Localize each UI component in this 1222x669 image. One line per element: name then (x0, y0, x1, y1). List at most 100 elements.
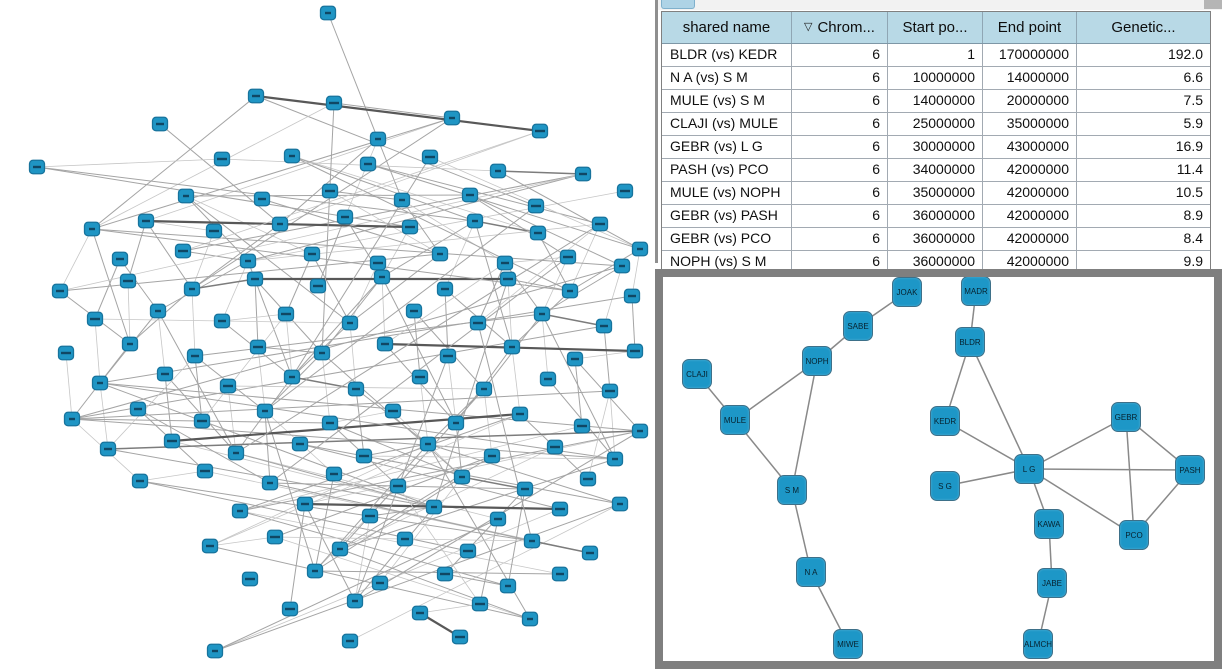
detail-edge[interactable] (1028, 468, 1191, 471)
overview-edge (145, 220, 215, 232)
table-cell[interactable]: 6.6 (1183, 69, 1203, 85)
table-cell[interactable]: 30000000 (888, 136, 983, 158)
detail-edge[interactable] (1028, 468, 1135, 536)
detail-node-kedr[interactable]: KEDR (930, 406, 960, 436)
column-header-genetic[interactable]: Genetic... (1077, 12, 1210, 43)
scrollbar-thumb-fragment[interactable] (661, 0, 695, 9)
overview-node-label (577, 424, 587, 428)
network-overview-pane[interactable] (0, 0, 655, 669)
table-row[interactable]: GEBR (vs) PCO 6 36000000 42000000 8.4 (662, 228, 1210, 251)
table-cell[interactable]: MULE (vs) NOPH (662, 182, 792, 204)
detail-edge[interactable] (791, 360, 818, 491)
table-cell[interactable]: 42000000 (983, 228, 1077, 250)
detail-node-jabe[interactable]: JABE (1037, 568, 1067, 598)
table-cell[interactable]: 42000000 (983, 159, 1077, 181)
table-cell[interactable]: 6 (792, 182, 888, 204)
table-cell[interactable]: GEBR (vs) PCO (662, 228, 792, 250)
table-cell[interactable]: 42000000 (983, 251, 1077, 273)
detail-node-miwe[interactable]: MIWE (833, 629, 863, 659)
detail-node-noph[interactable]: NOPH (802, 346, 832, 376)
detail-node-mule[interactable]: MULE (720, 405, 750, 435)
table-cell[interactable]: 35000000 (983, 113, 1077, 135)
table-cell[interactable]: MULE (vs) S M (662, 90, 792, 112)
table-cell[interactable]: 35000000 (888, 182, 983, 204)
table-cell[interactable]: GEBR (vs) L G (662, 136, 792, 158)
table-cell[interactable]: 6 (792, 67, 888, 89)
detail-node-s-m[interactable]: S M (777, 475, 807, 505)
table-cell[interactable]: 6 (792, 136, 888, 158)
table-cell[interactable]: 170000000 (983, 44, 1077, 66)
table-row[interactable]: CLAJI (vs) MULE 6 25000000 35000000 5.9 (662, 113, 1210, 136)
table-cell[interactable]: 10.5 (1175, 184, 1203, 200)
scrollbar-corner-fragment[interactable] (1204, 0, 1222, 9)
table-row[interactable]: PASH (vs) PCO 6 34000000 42000000 11.4 (662, 159, 1210, 182)
sort-descending-icon[interactable]: ▽ (804, 21, 813, 33)
detail-node-sabe[interactable]: SABE (843, 311, 873, 341)
detail-node-joak[interactable]: JOAK (892, 277, 922, 307)
table-cell[interactable]: 43000000 (983, 136, 1077, 158)
detail-node-madr[interactable]: MADR (961, 277, 991, 306)
edge-attribute-table: shared name ▽ Chrom... Start po... End po… (661, 11, 1211, 274)
table-cell[interactable]: 6 (792, 159, 888, 181)
overview-node-label (612, 457, 618, 461)
table-cell[interactable]: 8.9 (1183, 207, 1203, 223)
table-cell[interactable]: PASH (vs) PCO (662, 159, 792, 181)
table-cell[interactable]: 8.4 (1183, 230, 1203, 246)
detail-node-l-g[interactable]: L G (1014, 454, 1044, 484)
table-cell[interactable]: 1 (888, 44, 983, 66)
table-cell[interactable]: CLAJI (vs) MULE (662, 113, 792, 135)
detail-network-canvas[interactable]: JOAK MADR SABE BLDR NOPH CLAJI KEDR GEBR MULE L G… (663, 277, 1214, 661)
table-cell[interactable]: 20000000 (983, 90, 1077, 112)
table-row[interactable]: GEBR (vs) L G 6 30000000 43000000 16.9 (662, 136, 1210, 159)
table-row[interactable]: MULE (vs) S M 6 14000000 20000000 7.5 (662, 90, 1210, 113)
table-cell[interactable]: 6 (792, 113, 888, 135)
detail-edge[interactable] (969, 341, 1030, 470)
table-row[interactable]: GEBR (vs) PASH 6 36000000 42000000 8.9 (662, 205, 1210, 228)
table-cell[interactable]: N A (vs) S M (662, 67, 792, 89)
detail-node-gebr[interactable]: GEBR (1111, 402, 1141, 432)
detail-node-claji[interactable]: CLAJI (682, 359, 712, 389)
detail-edge[interactable] (1125, 416, 1135, 536)
column-header-end-point[interactable]: End point (983, 12, 1077, 43)
table-cell[interactable]: 6 (792, 90, 888, 112)
table-row[interactable]: N A (vs) S M 6 10000000 14000000 6.6 (662, 67, 1210, 90)
table-row[interactable]: BLDR (vs) KEDR 6 1 170000000 192.0 (662, 44, 1210, 67)
table-cell[interactable]: 6 (792, 44, 888, 66)
detail-node-almch[interactable]: ALMCH (1023, 629, 1053, 659)
table-cell[interactable]: 42000000 (983, 182, 1077, 204)
table-cell[interactable]: 16.9 (1175, 138, 1203, 154)
column-header-chromosome[interactable]: ▽ Chrom... (792, 12, 888, 43)
table-cell[interactable]: 25000000 (888, 113, 983, 135)
table-cell[interactable]: 14000000 (888, 90, 983, 112)
table-cell[interactable]: 36000000 (888, 251, 983, 273)
detail-node-pco[interactable]: PCO (1119, 520, 1149, 550)
table-cell[interactable]: 10000000 (888, 67, 983, 89)
detail-node-pash[interactable]: PASH (1175, 455, 1205, 485)
table-cell[interactable]: 36000000 (888, 205, 983, 227)
pane-divider[interactable] (655, 0, 658, 263)
table-row[interactable]: NOPH (vs) S M 6 36000000 42000000 9.9 (662, 251, 1210, 273)
table-cell[interactable]: 5.9 (1183, 115, 1203, 131)
table-cell[interactable]: NOPH (vs) S M (662, 251, 792, 273)
detail-node-kawa[interactable]: KAWA (1034, 509, 1064, 539)
table-cell[interactable]: 192.0 (1167, 46, 1203, 62)
table-cell[interactable]: BLDR (vs) KEDR (662, 44, 792, 66)
table-row[interactable]: MULE (vs) NOPH 6 35000000 42000000 10.5 (662, 182, 1210, 205)
table-cell[interactable]: 14000000 (983, 67, 1077, 89)
table-cell[interactable]: 42000000 (983, 205, 1077, 227)
detail-node-bldr[interactable]: BLDR (955, 327, 985, 357)
table-cell[interactable]: 34000000 (888, 159, 983, 181)
table-cell[interactable]: GEBR (vs) PASH (662, 205, 792, 227)
table-cell[interactable]: 11.4 (1176, 161, 1203, 177)
column-header-shared-name[interactable]: shared name (662, 12, 792, 43)
detail-node-n-a[interactable]: N A (796, 557, 826, 587)
table-cell[interactable]: 7.5 (1183, 92, 1203, 108)
detail-node-s-g[interactable]: S G (930, 471, 960, 501)
table-cell[interactable]: 36000000 (888, 228, 983, 250)
table-cell[interactable]: 6 (792, 228, 888, 250)
table-cell[interactable]: 9.9 (1183, 253, 1203, 269)
table-cell[interactable]: 6 (792, 251, 888, 273)
table-cell[interactable]: 6 (792, 205, 888, 227)
column-header-start-point[interactable]: Start po... (888, 12, 983, 43)
detail-edge[interactable] (1028, 416, 1127, 470)
